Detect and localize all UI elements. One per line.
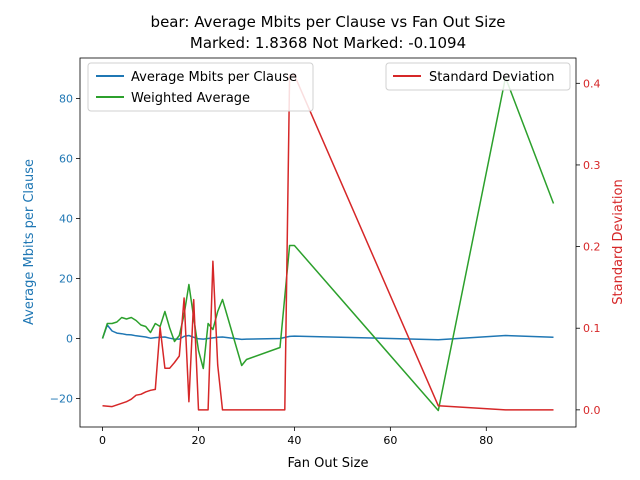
y-tick-label-right: 0.4	[583, 77, 601, 90]
y-tick-label-left: 0	[66, 333, 73, 346]
y-tick-label-right: 0.0	[583, 404, 601, 417]
plot-frame	[79, 57, 577, 428]
x-tick-label: 0	[99, 434, 106, 447]
legend-left: Average Mbits per Clause Weighted Averag…	[87, 62, 314, 112]
y-tick-label-right: 0.2	[583, 241, 601, 254]
series-line-2	[102, 74, 554, 411]
y-tick-label-right: 0.3	[583, 159, 601, 172]
legend-weighted-label: Weighted Average	[131, 91, 250, 106]
y-axis-label-right: Standard Deviation	[611, 179, 626, 304]
y-tick-label-right: 0.1	[583, 322, 601, 335]
y-tick-label-left: 20	[59, 273, 73, 286]
x-axis-label: Fan Out Size	[287, 456, 368, 471]
x-tick-label: 20	[191, 434, 205, 447]
y-tick-label-left: 60	[59, 153, 73, 166]
legend-right: Standard Deviation	[385, 62, 571, 91]
plot-layer	[101, 74, 555, 412]
axis-layer: 0 20 40 60 80 −20 0 20 40 60 80 0.0 0.1 0.2 0.3 0.4	[50, 57, 601, 447]
y-tick-label-left: −20	[50, 393, 73, 406]
y-tick-label-left: 40	[59, 213, 73, 226]
series-line-0	[101, 324, 554, 341]
series-line-1	[101, 76, 555, 412]
legend-avg-label: Average Mbits per Clause	[131, 70, 297, 85]
x-tick-label: 60	[383, 434, 397, 447]
y-axis-label-left: Average Mbits per Clause	[22, 159, 37, 325]
legend-right-box	[385, 62, 571, 91]
y-tick-label-left: 80	[59, 93, 73, 106]
legend-std-label: Standard Deviation	[429, 70, 554, 85]
x-tick-label: 40	[287, 434, 301, 447]
legend-left-box	[87, 62, 314, 112]
chart-title: bear: Average Mbits per Clause vs Fan Ou…	[151, 13, 506, 31]
chart-subtitle: Marked: 1.8368 Not Marked: -0.1094	[190, 34, 466, 52]
x-tick-label: 80	[479, 434, 493, 447]
